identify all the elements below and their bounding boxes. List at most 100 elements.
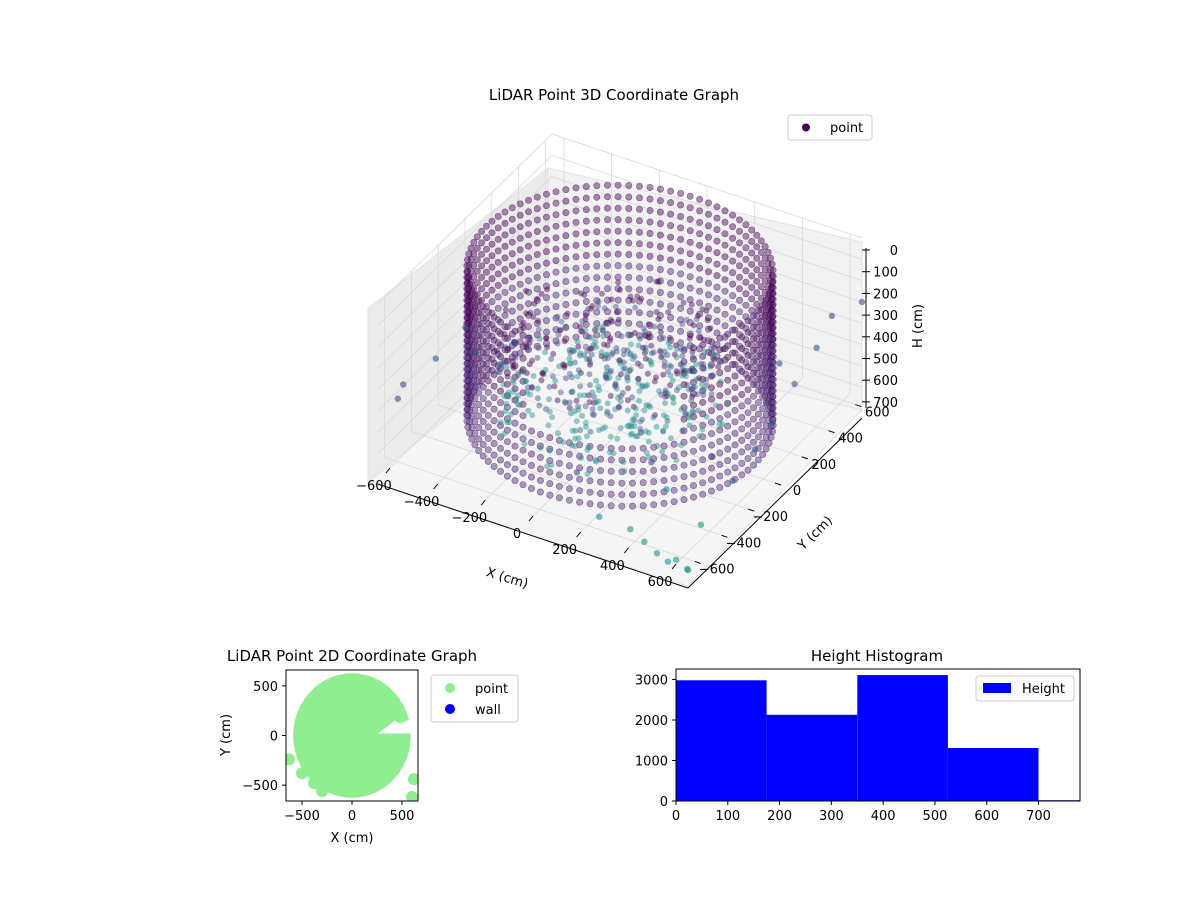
ring-point: [696, 253, 704, 261]
legend-2d-point-label: point: [475, 682, 508, 697]
interior-point: [617, 424, 624, 431]
ring-point: [614, 181, 622, 189]
ring-point: [724, 445, 732, 453]
interior-point: [520, 319, 527, 326]
point-cloud-ring: [463, 181, 777, 510]
interior-point: [524, 388, 531, 395]
ring-point: [689, 459, 697, 467]
interior-point: [651, 323, 658, 330]
ring-point: [735, 296, 743, 304]
ring-point: [754, 456, 762, 464]
ring-point: [749, 392, 757, 400]
interior-point: [661, 363, 668, 370]
ring-point: [650, 443, 658, 451]
interior-point: [589, 411, 596, 418]
ring-point: [731, 395, 739, 403]
ring-point: [552, 222, 560, 230]
interior-point: [615, 279, 622, 286]
ring-point: [533, 205, 541, 213]
ring-point: [501, 277, 509, 285]
interior-point: [617, 393, 624, 400]
interior-point: [501, 331, 508, 337]
ring-point: [470, 376, 478, 384]
interior-point: [520, 325, 527, 332]
legend-2d-wall-label: wall: [475, 703, 501, 718]
ring-point: [552, 280, 560, 288]
ring-point: [762, 410, 770, 418]
interior-point: [589, 389, 596, 396]
interior-point: [703, 376, 710, 383]
ring-point: [471, 395, 479, 403]
ring-point: [473, 233, 481, 241]
y-tick-label-2d: 0: [270, 730, 278, 745]
histogram-x-tick-label: 300: [819, 809, 844, 824]
interior-point: [634, 375, 641, 382]
interior-point: [715, 363, 722, 370]
interior-point: [646, 402, 652, 409]
ring-point: [511, 385, 519, 393]
interior-point: [566, 405, 573, 411]
interior-point: [711, 356, 718, 363]
ring-point: [707, 441, 715, 449]
ring-point: [742, 221, 750, 229]
interior-point: [683, 410, 690, 417]
ring-point: [470, 238, 478, 246]
interior-point: [570, 348, 577, 355]
interior-point: [686, 414, 692, 421]
ring-point: [473, 382, 481, 390]
ring-point: [704, 233, 712, 241]
interior-point: [540, 371, 547, 378]
interior-point: [554, 340, 561, 347]
ring-point: [696, 333, 704, 341]
ring-point: [494, 339, 502, 347]
ring-point: [757, 340, 765, 348]
ring-point: [764, 340, 772, 348]
ring-point: [735, 365, 743, 373]
ring-point: [501, 323, 509, 331]
ring-point: [618, 468, 626, 476]
ring-point: [484, 423, 492, 431]
ring-point: [635, 228, 643, 236]
point-cloud-outliers: [394, 298, 866, 574]
y-tick-label: 200: [811, 458, 836, 473]
interior-point: [693, 316, 700, 323]
ring-point: [713, 237, 721, 245]
interior-point: [518, 368, 525, 375]
ring-point: [724, 399, 732, 407]
ring-point: [729, 292, 737, 300]
ring-point: [488, 240, 496, 248]
ring-point: [716, 483, 724, 491]
interior-point: [503, 400, 510, 407]
ring-point: [572, 230, 580, 238]
ring-point: [731, 418, 739, 426]
ring-point: [614, 193, 622, 201]
interior-point: [631, 423, 638, 430]
chart-2d-title: LiDAR Point 2D Coordinate Graph: [227, 647, 477, 665]
ring-point: [713, 352, 721, 360]
ring-point: [757, 329, 765, 337]
ring-point: [524, 196, 532, 204]
ring-point: [769, 370, 777, 378]
interior-point: [591, 399, 598, 406]
ring-point: [533, 296, 541, 304]
interior-point: [523, 341, 529, 348]
chart-2d: LiDAR Point 2D Coordinate Graph −500 0 500…: [219, 647, 519, 846]
ring-point: [467, 279, 475, 287]
ring-point: [501, 300, 509, 308]
interior-point: [700, 386, 707, 393]
interior-point: [594, 303, 601, 310]
ring-point: [639, 456, 647, 464]
pane-floor: [366, 335, 863, 587]
ring-point: [496, 433, 504, 441]
ring-point: [757, 363, 765, 371]
ring-point: [463, 405, 471, 413]
ring-point: [716, 403, 724, 411]
interior-point: [666, 362, 673, 369]
interior-point: [536, 402, 543, 409]
ring-point: [699, 410, 707, 418]
ring-point: [533, 319, 541, 327]
interior-point: [679, 362, 686, 369]
ring-point: [463, 267, 471, 275]
interior-point: [642, 383, 649, 390]
